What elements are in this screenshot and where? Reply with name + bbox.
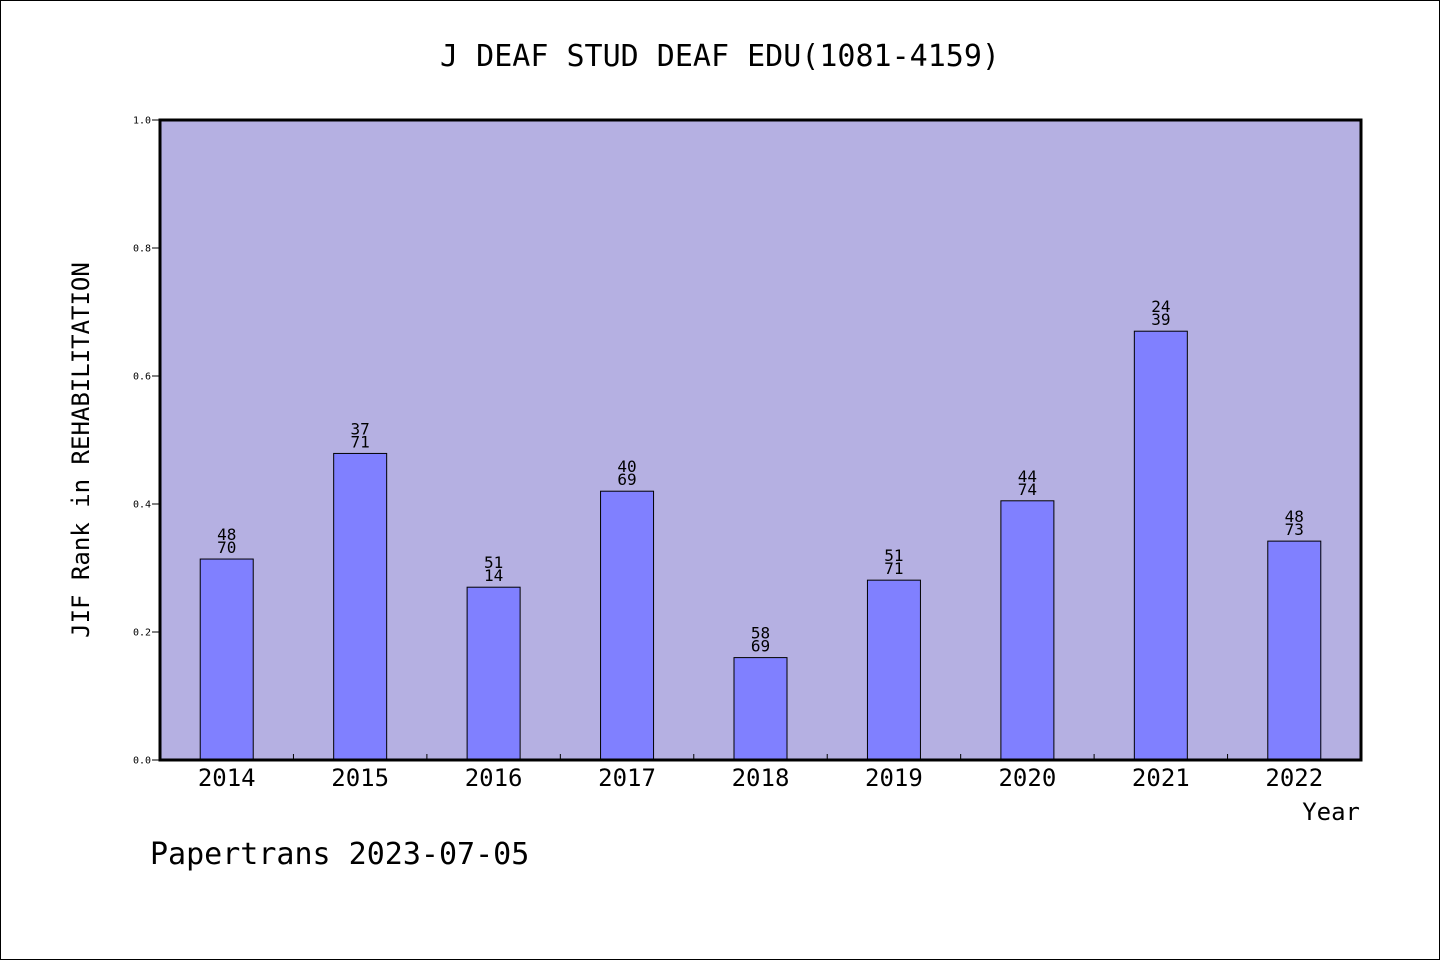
data-label: 70	[217, 538, 236, 557]
bar	[466, 586, 521, 761]
y-tick-label: 0.4	[133, 500, 151, 511]
bar	[866, 579, 921, 761]
x-tick-label: 2017	[598, 764, 656, 792]
data-label: 51	[484, 553, 503, 572]
x-tick-label: 2014	[198, 764, 256, 792]
bar	[1133, 330, 1188, 761]
bar	[1000, 500, 1055, 761]
data-label: 69	[617, 470, 636, 489]
y-tick-label: 1.0	[133, 116, 151, 127]
data-label: 40	[617, 457, 636, 476]
x-axis-label: Year	[1302, 798, 1360, 826]
x-tick-label: 2022	[1265, 764, 1323, 792]
y-axis-label: JIF Rank in REHABILITATION	[67, 262, 95, 638]
data-label: 71	[884, 559, 903, 578]
plot-border	[158, 118, 1363, 762]
chart-title: J DEAF STUD DEAF EDU(1081-4159)	[440, 39, 1000, 74]
data-label: 37	[351, 419, 370, 438]
bar	[600, 490, 655, 761]
bar	[199, 558, 254, 761]
data-label: 48	[217, 525, 236, 544]
data-label: 73	[1285, 520, 1304, 539]
data-label: 39	[1151, 310, 1170, 329]
data-label: 24	[1151, 297, 1170, 316]
footer-credit: Papertrans 2023-07-05	[150, 837, 529, 872]
data-label: 44	[1018, 467, 1037, 486]
data-label: 58	[751, 624, 770, 643]
y-tick-label: 0.0	[133, 756, 151, 767]
y-tick-label: 0.6	[133, 372, 151, 383]
x-tick-label: 2015	[331, 764, 389, 792]
data-label: 71	[351, 432, 370, 451]
x-tick-label: 2020	[998, 764, 1056, 792]
x-tick-label: 2018	[732, 764, 790, 792]
x-tick-label: 2019	[865, 764, 923, 792]
x-tick-label: 2016	[465, 764, 523, 792]
plot-area: 0.00.20.40.60.81.04870201437712015511420…	[133, 116, 1363, 792]
bar	[1267, 540, 1322, 761]
x-tick-label: 2021	[1132, 764, 1190, 792]
data-label: 69	[751, 637, 770, 656]
bar	[733, 657, 788, 761]
bar	[333, 452, 388, 761]
data-label: 51	[884, 546, 903, 565]
data-label: 48	[1285, 507, 1304, 526]
y-tick-label: 0.8	[133, 244, 151, 255]
y-tick-label: 0.2	[133, 628, 151, 639]
data-label: 74	[1018, 480, 1037, 499]
data-label: 14	[484, 566, 503, 585]
